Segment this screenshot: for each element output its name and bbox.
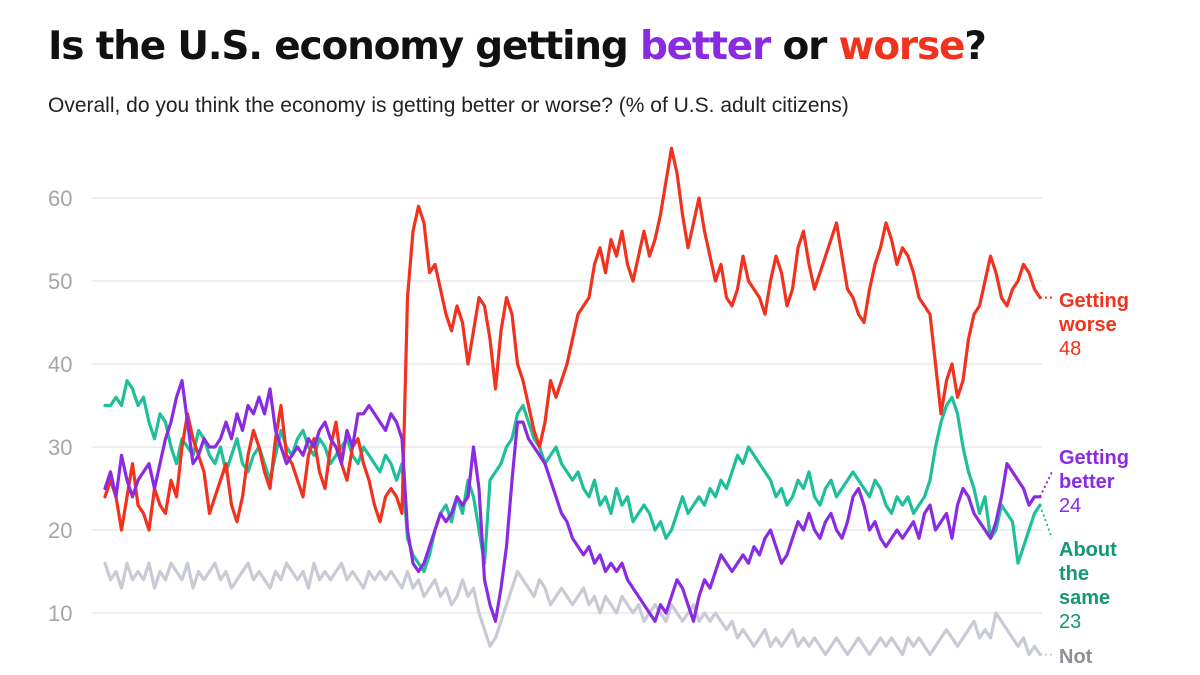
label-better-line2: better xyxy=(1059,471,1115,493)
title-or: or xyxy=(770,24,839,69)
label-worse-line1: Getting xyxy=(1059,290,1129,312)
label-same-value: 23 xyxy=(1059,611,1082,633)
title-prefix: Is the U.S. economy getting xyxy=(48,24,640,69)
y-tick-label-10: 10 xyxy=(48,601,72,626)
label-same-line2: the xyxy=(1059,563,1089,585)
y-tick-label-50: 50 xyxy=(48,269,72,294)
series-lines xyxy=(103,146,1053,657)
label-not-line1: Not xyxy=(1059,646,1093,668)
label-getting-worse: Getting worse 48 xyxy=(1059,289,1129,361)
series-tail-same xyxy=(1039,504,1053,539)
label-better-value: 24 xyxy=(1059,495,1082,517)
label-same-line3: same xyxy=(1059,587,1111,609)
series-line-worse xyxy=(103,146,1042,532)
y-tick-label-60: 60 xyxy=(48,186,72,211)
chart-subtitle: Overall, do you think the economy is get… xyxy=(48,94,849,117)
label-same-line1: About xyxy=(1059,539,1117,561)
series-tail-better xyxy=(1039,471,1053,498)
label-about-the-same: About the same 23 xyxy=(1059,538,1117,634)
y-tick-label-30: 30 xyxy=(48,435,72,460)
title-suffix: ? xyxy=(964,24,987,69)
y-axis-ticks: 10 20 30 40 50 60 xyxy=(48,186,72,626)
label-not-sure: Not xyxy=(1059,645,1092,669)
label-worse-value: 48 xyxy=(1059,338,1082,360)
title-worse-word: worse xyxy=(838,24,965,69)
y-tick-label-40: 40 xyxy=(48,352,72,377)
series-line-better xyxy=(103,379,1042,623)
title-better-word: better xyxy=(639,24,771,69)
y-tick-label-20: 20 xyxy=(48,518,72,543)
label-better-line1: Getting xyxy=(1059,447,1129,469)
label-worse-line2: worse xyxy=(1059,314,1117,336)
chart-title: Is the U.S. economy getting better or wo… xyxy=(48,24,987,69)
label-getting-better: Getting better 24 xyxy=(1059,446,1129,518)
series-line-not-sure xyxy=(103,561,1042,657)
